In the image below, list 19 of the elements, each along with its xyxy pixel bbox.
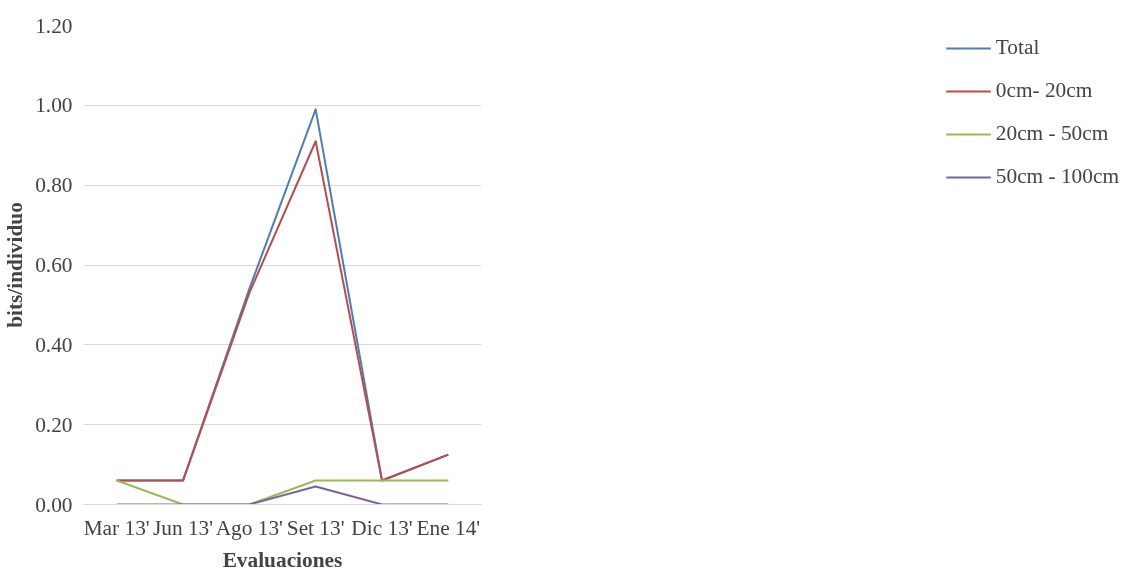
x-tick-label: Mar 13': [83, 515, 150, 540]
legend-label: 0cm- 20cm: [995, 78, 1093, 103]
legend-label: 20cm - 50cm: [995, 121, 1109, 146]
y-tick-label: 0.80: [35, 173, 73, 198]
x-tick-label: Jun 13': [152, 515, 214, 540]
legend-label: 50cm - 100cm: [995, 164, 1119, 189]
y-tick-label: 1.20: [35, 13, 73, 38]
y-tick-label: 1.00: [35, 93, 73, 118]
x-tick-label: Ago 13': [215, 515, 283, 540]
x-tick-label: Set 13': [286, 515, 345, 540]
y-tick-label: 0.60: [35, 253, 73, 277]
y-tick-label: 0.40: [35, 332, 73, 357]
y-tick-label: 0.20: [35, 412, 73, 437]
x-tick-label: Ene 14': [416, 515, 481, 540]
x-tick-label: Dic 13': [351, 515, 413, 540]
y-axis-title: bits/individuo: [3, 202, 28, 328]
y-tick-label: 0.00: [35, 492, 73, 517]
legend-label: Total: [995, 35, 1040, 60]
x-axis-title: Evaluaciones: [222, 547, 343, 572]
